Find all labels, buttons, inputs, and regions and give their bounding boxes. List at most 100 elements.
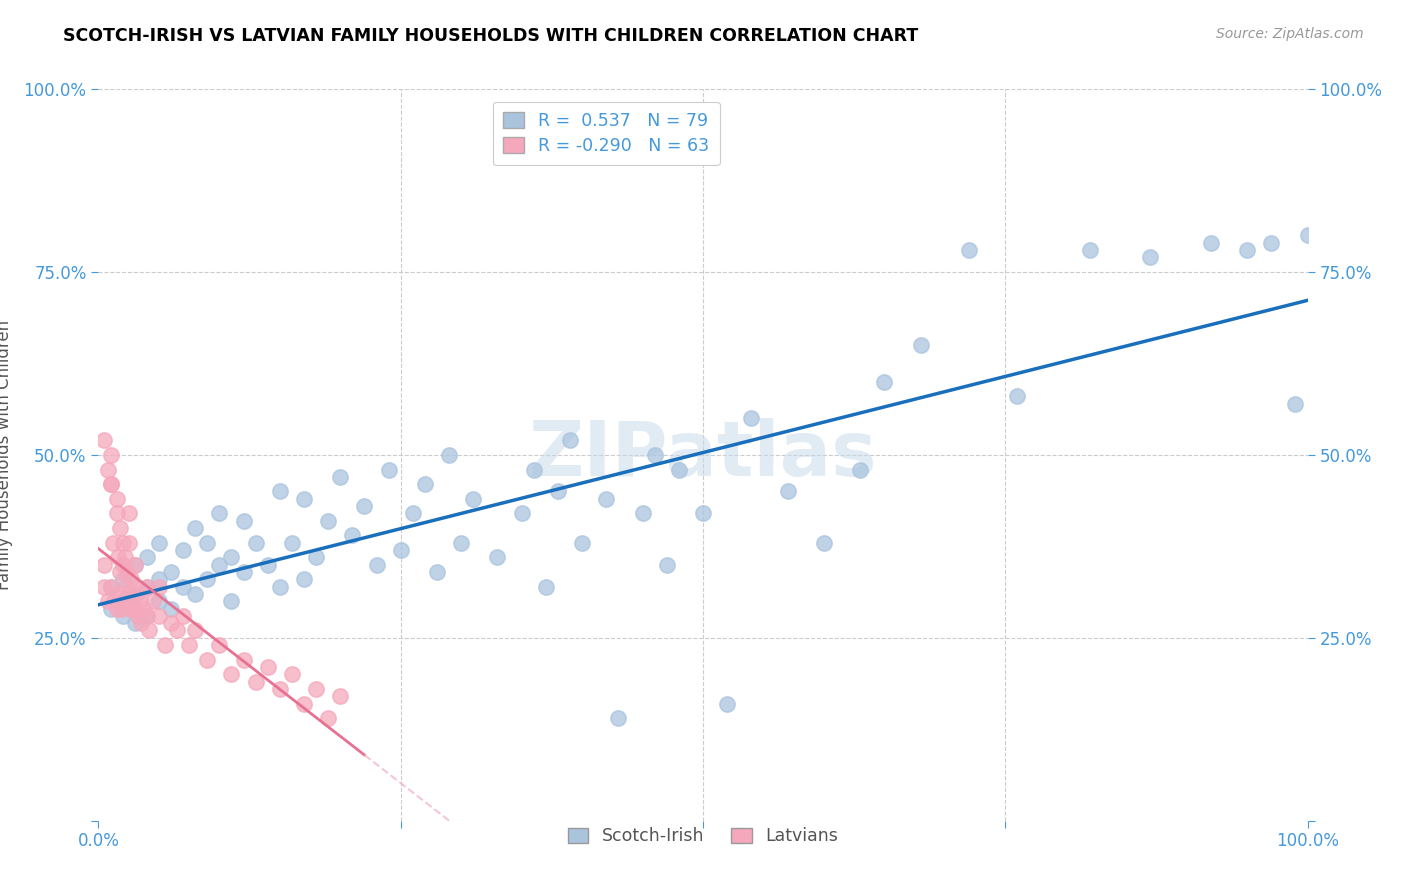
Point (120, 572, 142, 586)
Point (208, 558, 231, 572)
Point (160, 616, 183, 631)
Point (232, 653, 254, 667)
Point (135, 608, 157, 623)
Point (108, 521, 131, 535)
Point (329, 470, 352, 484)
Point (118, 507, 141, 521)
Point (100, 477, 122, 491)
Point (221, 594, 243, 608)
Point (957, 243, 980, 257)
Point (124, 601, 146, 615)
Point (124, 558, 146, 572)
Legend: Scotch-Irish, Latvians: Scotch-Irish, Latvians (561, 821, 845, 852)
Point (655, 558, 678, 572)
Point (97, 594, 120, 608)
Point (172, 580, 194, 594)
Point (281, 535, 304, 549)
Point (342, 528, 364, 542)
Point (111, 594, 134, 608)
Point (105, 507, 128, 521)
Point (269, 681, 291, 696)
Point (121, 601, 143, 615)
Point (111, 558, 134, 572)
Point (232, 514, 254, 528)
Point (329, 690, 352, 704)
Point (849, 462, 872, 476)
Point (1296, 228, 1319, 243)
Point (118, 535, 141, 549)
Point (135, 608, 157, 623)
Point (184, 624, 207, 638)
Point (221, 667, 243, 681)
Point (269, 580, 291, 594)
Point (353, 499, 375, 513)
Point (692, 507, 714, 521)
Point (128, 594, 150, 608)
Point (127, 608, 149, 623)
Point (1007, 389, 1029, 403)
Point (716, 697, 738, 711)
Point (129, 616, 152, 631)
Point (316, 514, 339, 528)
Point (105, 491, 128, 506)
Y-axis label: Family Households with Children: Family Households with Children (0, 320, 13, 590)
Point (1260, 235, 1282, 250)
Point (208, 638, 231, 652)
Point (595, 491, 617, 506)
Point (127, 587, 149, 601)
Point (450, 535, 472, 549)
Point (114, 580, 136, 594)
Point (631, 507, 654, 521)
Point (195, 535, 218, 549)
Point (166, 624, 188, 638)
Point (523, 462, 546, 476)
Point (571, 535, 593, 549)
Point (179, 638, 201, 652)
Point (135, 580, 157, 594)
Point (232, 565, 254, 579)
Point (195, 572, 218, 586)
Point (124, 580, 146, 594)
Point (160, 601, 183, 615)
Point (305, 681, 328, 696)
Point (124, 587, 146, 601)
Point (195, 653, 218, 667)
Point (100, 601, 122, 615)
Point (135, 580, 157, 594)
Text: ZIPatlas: ZIPatlas (529, 418, 877, 491)
Point (813, 535, 835, 549)
Point (124, 558, 146, 572)
Point (148, 535, 170, 549)
Point (138, 624, 160, 638)
Point (118, 601, 141, 615)
Point (389, 543, 412, 558)
Point (547, 484, 569, 499)
Point (873, 375, 896, 389)
Point (148, 572, 170, 586)
Point (108, 587, 131, 601)
Point (463, 491, 485, 506)
Point (111, 535, 134, 549)
Point (776, 484, 799, 499)
Point (100, 448, 122, 462)
Point (93, 434, 115, 448)
Point (607, 711, 630, 725)
Point (1284, 397, 1306, 411)
Point (256, 558, 278, 572)
Point (93, 580, 115, 594)
Point (668, 462, 690, 476)
Point (1199, 235, 1222, 250)
Point (100, 580, 122, 594)
Point (93, 558, 115, 572)
Point (135, 550, 157, 565)
Point (105, 601, 128, 615)
Point (184, 521, 207, 535)
Point (437, 448, 460, 462)
Point (1078, 243, 1101, 257)
Point (172, 608, 194, 623)
Point (148, 594, 170, 608)
Point (245, 674, 267, 689)
Point (184, 587, 207, 601)
Point (256, 660, 278, 674)
Point (221, 550, 243, 565)
